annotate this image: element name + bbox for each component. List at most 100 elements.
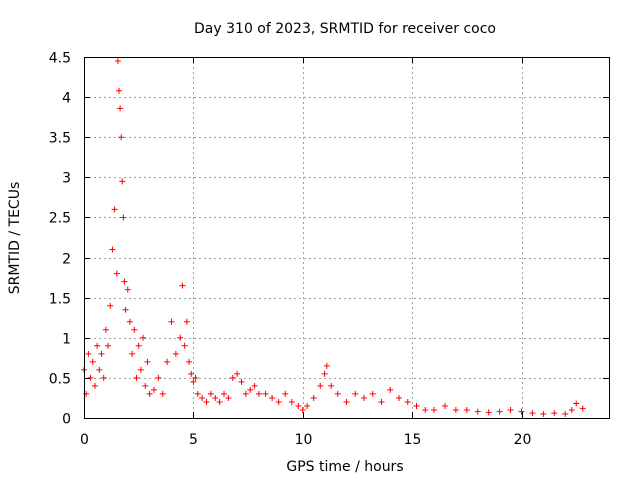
data-point bbox=[212, 394, 219, 401]
data-point bbox=[262, 390, 269, 397]
data-point bbox=[87, 374, 94, 381]
data-point bbox=[113, 270, 120, 277]
data-point bbox=[133, 374, 140, 381]
data-point bbox=[186, 358, 192, 365]
data-point bbox=[242, 390, 249, 397]
data-point bbox=[146, 390, 153, 397]
y-tick-label: 2.5 bbox=[49, 211, 71, 227]
data-point bbox=[105, 342, 112, 349]
data-point bbox=[361, 394, 367, 401]
data-point bbox=[144, 358, 151, 365]
data-point bbox=[518, 408, 525, 415]
data-point bbox=[573, 400, 580, 407]
grid-layer bbox=[84, 57, 609, 418]
data-point bbox=[91, 382, 98, 389]
data-point bbox=[221, 390, 227, 397]
data-point bbox=[159, 390, 166, 397]
data-point bbox=[334, 390, 341, 397]
data-points bbox=[81, 58, 586, 417]
data-point bbox=[323, 362, 330, 369]
data-point bbox=[126, 318, 133, 325]
data-point bbox=[207, 390, 214, 397]
data-point bbox=[135, 342, 142, 349]
chart-title: Day 310 of 2023, SRMTID for receiver coc… bbox=[194, 21, 496, 37]
data-point bbox=[507, 406, 514, 413]
data-point bbox=[352, 390, 359, 397]
data-point bbox=[269, 394, 276, 401]
x-tick-label: 20 bbox=[514, 432, 532, 448]
data-point bbox=[96, 366, 103, 373]
y-tick-label: 4.5 bbox=[49, 51, 71, 67]
data-point bbox=[343, 398, 350, 405]
data-point bbox=[194, 390, 201, 397]
data-point bbox=[310, 394, 317, 401]
data-point bbox=[234, 370, 241, 377]
data-point bbox=[452, 406, 459, 413]
y-tick-label: 0 bbox=[62, 412, 71, 428]
data-point bbox=[131, 326, 138, 333]
data-point bbox=[378, 398, 385, 405]
data-point bbox=[299, 406, 306, 413]
data-point bbox=[496, 408, 503, 415]
y-tick-label: 3 bbox=[62, 171, 71, 187]
data-point bbox=[238, 378, 245, 385]
data-point bbox=[247, 386, 254, 393]
data-point bbox=[155, 374, 162, 381]
data-point bbox=[199, 394, 206, 401]
data-point bbox=[114, 58, 121, 65]
data-point bbox=[164, 358, 171, 365]
data-point bbox=[229, 374, 236, 381]
data-point bbox=[441, 402, 448, 409]
data-point bbox=[168, 318, 175, 325]
y-axis-label: SRMTID / TECUs bbox=[7, 182, 23, 295]
data-point bbox=[551, 410, 558, 417]
data-point bbox=[190, 378, 197, 385]
axis-ticks: 0 0.5 1 1.5 2 2.5 3 3.5 4 4.5 0 5 10 15 20 bbox=[49, 51, 609, 448]
data-point bbox=[111, 206, 118, 213]
data-point bbox=[179, 282, 186, 289]
data-point bbox=[142, 382, 149, 389]
data-point bbox=[485, 409, 492, 416]
plot-frame bbox=[84, 57, 610, 419]
data-point bbox=[172, 350, 179, 357]
y-tick-label: 3.5 bbox=[49, 131, 71, 147]
data-point bbox=[102, 326, 109, 333]
data-point bbox=[304, 402, 311, 409]
data-point bbox=[540, 410, 547, 417]
data-point bbox=[98, 350, 105, 357]
data-point bbox=[183, 318, 190, 325]
data-point bbox=[275, 398, 282, 405]
data-point bbox=[369, 390, 376, 397]
x-tick-label: 10 bbox=[295, 432, 313, 448]
data-point bbox=[225, 394, 232, 401]
x-axis-label: GPS time / hours bbox=[286, 459, 403, 475]
data-point bbox=[129, 350, 136, 357]
data-point bbox=[119, 178, 126, 185]
data-point bbox=[568, 406, 575, 413]
data-point bbox=[116, 87, 122, 94]
data-point bbox=[203, 398, 210, 405]
data-point bbox=[251, 382, 258, 389]
data-point bbox=[151, 386, 157, 393]
data-point bbox=[328, 382, 335, 389]
data-point bbox=[529, 410, 536, 417]
data-point bbox=[321, 370, 328, 377]
data-point bbox=[120, 214, 127, 221]
data-point bbox=[122, 306, 129, 313]
data-point bbox=[422, 406, 429, 413]
data-point bbox=[181, 342, 188, 349]
data-point bbox=[288, 398, 295, 405]
y-tick-label: 4 bbox=[62, 91, 71, 107]
x-tick-label: 0 bbox=[80, 432, 89, 448]
data-point bbox=[431, 406, 437, 413]
y-tick-label: 0.5 bbox=[49, 372, 71, 388]
data-point bbox=[317, 382, 324, 389]
data-point bbox=[140, 334, 147, 341]
x-tick-label: 15 bbox=[404, 432, 422, 448]
x-tick-label: 5 bbox=[189, 432, 198, 448]
data-point bbox=[94, 342, 101, 349]
data-point bbox=[256, 390, 262, 397]
data-point bbox=[137, 366, 144, 373]
data-point bbox=[89, 358, 96, 365]
